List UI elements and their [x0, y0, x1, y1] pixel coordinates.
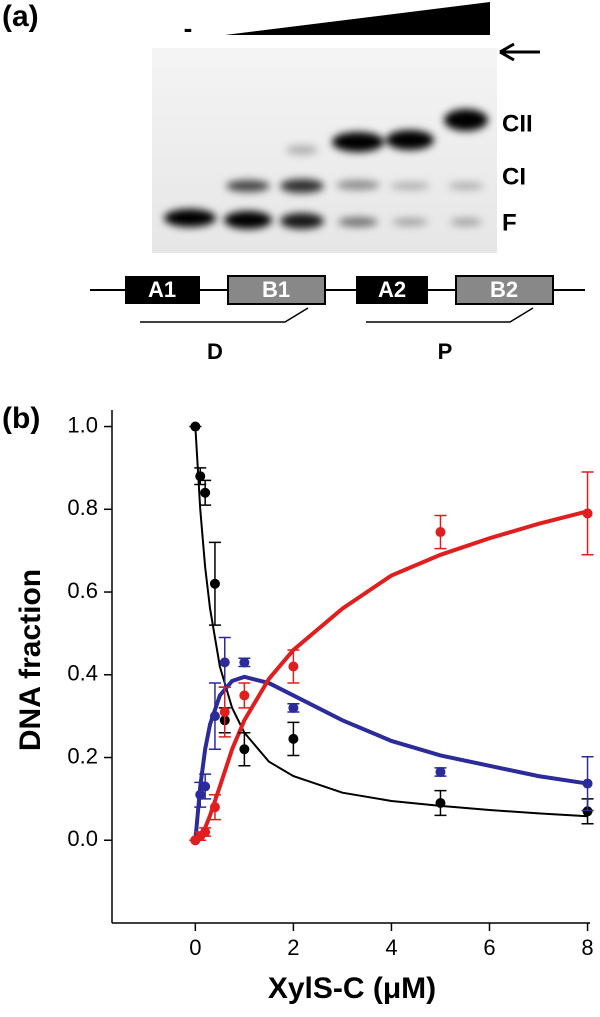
- data-point: [435, 766, 446, 777]
- band-label: CI: [502, 163, 526, 190]
- data-point: [582, 806, 593, 817]
- bracket: [366, 307, 534, 323]
- x-axis-title: XylS-C (μM): [268, 972, 436, 1005]
- y-tick-label: 1.0: [67, 412, 98, 437]
- data-point: [239, 744, 250, 755]
- box-label: A1: [148, 277, 176, 302]
- y-tick-label: 0.4: [67, 661, 98, 686]
- band-label: CII: [502, 110, 533, 137]
- data-point: [195, 471, 206, 482]
- y-tick-label: 0.2: [67, 743, 98, 768]
- data-point: [239, 657, 250, 668]
- data-point: [200, 487, 211, 498]
- data-point: [195, 789, 206, 800]
- box: [455, 275, 554, 305]
- box-label: B1: [262, 277, 290, 302]
- x-tick-label: 6: [483, 935, 495, 960]
- x-tick-label: 2: [287, 935, 299, 960]
- y-tick-label: 0.8: [67, 495, 98, 520]
- data-point: [435, 527, 446, 538]
- panel-label: (b): [2, 402, 40, 435]
- region-label: P: [438, 339, 453, 364]
- box: [125, 276, 200, 304]
- bracket: [140, 307, 309, 323]
- data-point: [239, 690, 250, 701]
- y-axis-title: DNA fraction: [14, 569, 47, 751]
- box-label: A2: [378, 277, 406, 302]
- x-tick-label: 4: [385, 935, 397, 960]
- data-point: [219, 707, 230, 718]
- concentration-wedge: [225, 2, 490, 35]
- x-tick-label: 8: [581, 935, 593, 960]
- data-point: [288, 661, 299, 672]
- data-point: [288, 702, 299, 713]
- panel-label: (a): [2, 0, 39, 33]
- data-point: [219, 657, 230, 668]
- data-point: [435, 798, 446, 809]
- data-point: [582, 508, 593, 519]
- fit-curve: [194, 509, 589, 842]
- fit-curve: [194, 426, 588, 818]
- data-point: [200, 781, 211, 792]
- data-point: [209, 578, 220, 589]
- data-point: [288, 733, 299, 744]
- band-label: F: [502, 209, 517, 236]
- y-tick-label: 0.0: [67, 826, 98, 851]
- y-tick-label: 0.6: [67, 578, 98, 603]
- fit-curve: [193, 674, 588, 841]
- control-lane: -: [184, 13, 193, 43]
- box: [356, 276, 428, 304]
- box: [227, 275, 326, 305]
- region-label: D: [207, 339, 223, 364]
- data-point: [190, 421, 201, 432]
- data-point: [200, 826, 211, 837]
- arrow: [499, 42, 540, 62]
- data-point: [209, 711, 220, 722]
- box-label: B2: [490, 277, 518, 302]
- gel: [152, 48, 497, 253]
- x-tick-label: 0: [189, 935, 201, 960]
- data-point: [209, 802, 220, 813]
- data-point: [582, 778, 593, 789]
